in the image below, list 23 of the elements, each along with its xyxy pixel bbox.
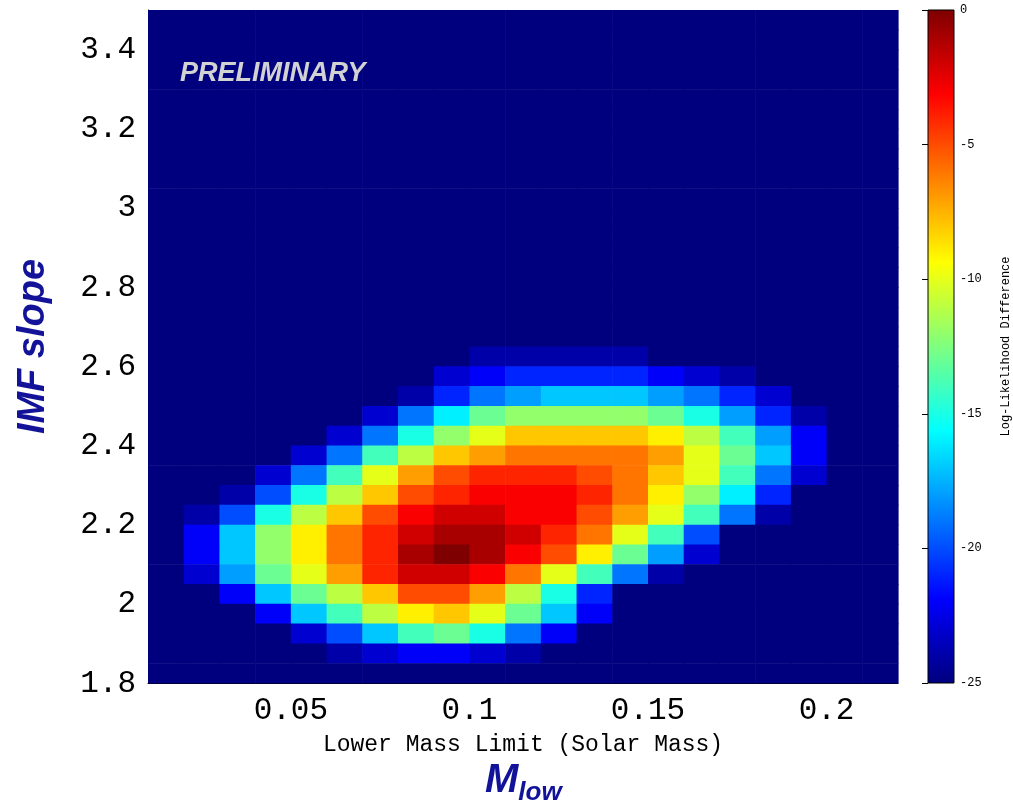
x-tick-label: 0.2 [798, 693, 855, 728]
y-tick-label: 1.8 [80, 665, 136, 701]
y-tick-label: 2 [117, 586, 136, 622]
x-tick-label: 0.05 [253, 693, 329, 728]
y-tick-label: 3.2 [80, 111, 136, 147]
y-tick-label: 3.4 [80, 32, 136, 68]
x-tick-label: 0.15 [610, 693, 686, 728]
color-bar-label: -10 [960, 272, 982, 287]
color-bar-title: Log-Likelihood Difference [999, 256, 1013, 437]
y-tick-label: 2.2 [80, 507, 136, 543]
color-bar-label: -5 [960, 137, 975, 152]
color-bar-label: -25 [960, 676, 982, 690]
y-tick-label: 2.6 [80, 348, 136, 384]
color-bar-label: -20 [960, 541, 982, 556]
color-bar-label: -15 [960, 406, 982, 421]
y-axis-title: IMF slope [10, 258, 52, 435]
y-tick-label: 3 [117, 190, 136, 226]
x-axis-title: Lower Mass Limit (Solar Mass) [322, 731, 724, 758]
color-bar-label: 0 [960, 3, 968, 17]
annotation: PRELIMINARY [180, 56, 369, 87]
y-tick-label: 2.8 [80, 269, 136, 305]
y-tick-label: 2.4 [80, 427, 136, 463]
x-tick-label: 0.1 [441, 693, 498, 728]
